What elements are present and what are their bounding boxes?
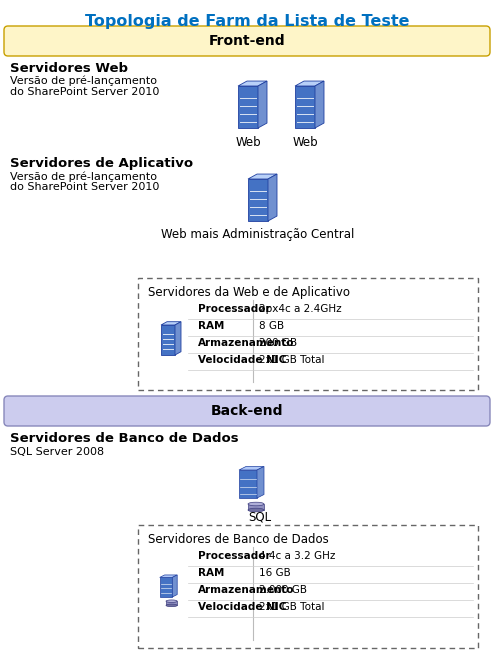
Polygon shape [239, 466, 264, 470]
Polygon shape [315, 81, 324, 128]
Text: 8 GB: 8 GB [259, 321, 284, 331]
Ellipse shape [166, 600, 177, 603]
Polygon shape [238, 81, 267, 86]
Text: do SharePoint Server 2010: do SharePoint Server 2010 [10, 87, 160, 97]
Text: do SharePoint Server 2010: do SharePoint Server 2010 [10, 182, 160, 192]
Text: SQL: SQL [248, 510, 272, 523]
Text: 2px4c a 2.4GHz: 2px4c a 2.4GHz [259, 304, 342, 314]
Text: Front-end: Front-end [208, 34, 286, 48]
Text: Processador: Processador [198, 304, 271, 314]
Polygon shape [161, 322, 181, 325]
Text: 4 4c a 3.2 GHz: 4 4c a 3.2 GHz [259, 551, 335, 561]
Text: Web mais Administração Central: Web mais Administração Central [162, 228, 355, 241]
Polygon shape [161, 325, 175, 355]
Text: Servidores Web: Servidores Web [10, 62, 128, 75]
Text: 16 GB: 16 GB [259, 568, 291, 578]
Polygon shape [166, 601, 177, 605]
FancyBboxPatch shape [4, 396, 490, 426]
Text: Back-end: Back-end [211, 404, 283, 418]
Ellipse shape [248, 508, 264, 512]
Text: Velocidade NIC: Velocidade NIC [198, 602, 287, 612]
Ellipse shape [248, 502, 264, 506]
Polygon shape [248, 504, 264, 510]
Text: Topologia de Farm da Lista de Teste: Topologia de Farm da Lista de Teste [85, 14, 409, 29]
Text: Web: Web [235, 136, 261, 149]
Text: Web: Web [292, 136, 318, 149]
Ellipse shape [166, 604, 177, 607]
Text: Armazenamento: Armazenamento [198, 585, 294, 595]
Text: 2x1 GB Total: 2x1 GB Total [259, 602, 325, 612]
Text: SQL Server 2008: SQL Server 2008 [10, 447, 104, 457]
Polygon shape [295, 86, 315, 128]
Polygon shape [248, 179, 268, 221]
Text: Versão de pré-lançamento: Versão de pré-lançamento [10, 171, 157, 181]
Text: 200 GB: 200 GB [259, 338, 297, 348]
Polygon shape [175, 322, 181, 355]
Text: Processador: Processador [198, 551, 271, 561]
Text: Servidores de Aplicativo: Servidores de Aplicativo [10, 157, 193, 170]
Text: 2.000 GB: 2.000 GB [259, 585, 307, 595]
FancyBboxPatch shape [4, 26, 490, 56]
Text: RAM: RAM [198, 568, 224, 578]
Text: 2x1 GB Total: 2x1 GB Total [259, 355, 325, 365]
Text: RAM: RAM [198, 321, 224, 331]
Polygon shape [160, 577, 172, 597]
Polygon shape [160, 575, 177, 577]
Text: Velocidade NIC: Velocidade NIC [198, 355, 287, 365]
Text: Servidores de Banco de Dados: Servidores de Banco de Dados [10, 432, 239, 445]
Polygon shape [239, 470, 257, 498]
FancyBboxPatch shape [138, 525, 478, 648]
Text: Armazenamento: Armazenamento [198, 338, 294, 348]
Text: Servidores de Banco de Dados: Servidores de Banco de Dados [148, 533, 329, 546]
Polygon shape [248, 174, 277, 179]
Text: Versão de pré-lançamento: Versão de pré-lançamento [10, 76, 157, 87]
Polygon shape [258, 81, 267, 128]
Polygon shape [295, 81, 324, 86]
Polygon shape [268, 174, 277, 221]
Polygon shape [238, 86, 258, 128]
Polygon shape [257, 466, 264, 498]
Polygon shape [172, 575, 177, 597]
FancyBboxPatch shape [138, 278, 478, 390]
Text: Servidores da Web e de Aplicativo: Servidores da Web e de Aplicativo [148, 286, 350, 299]
